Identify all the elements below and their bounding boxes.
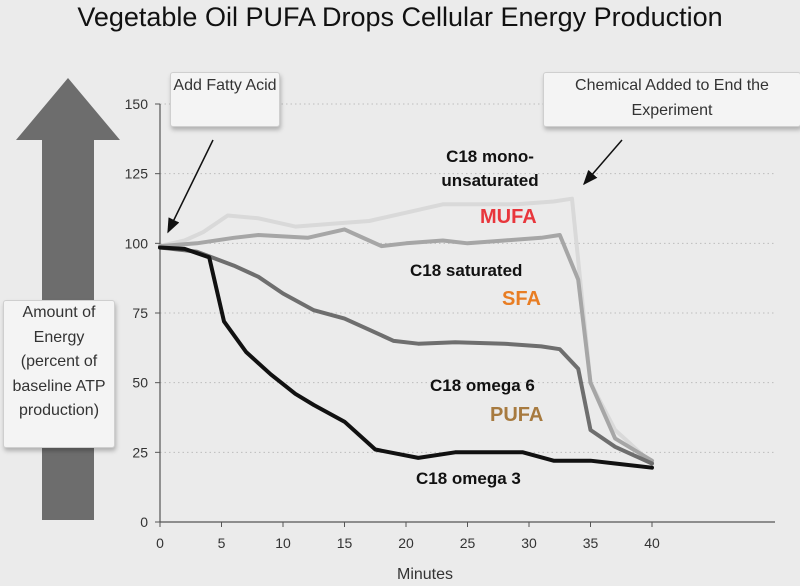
y-tick-label: 150 xyxy=(125,96,149,112)
series-line-pufa xyxy=(158,245,654,466)
callout-add-fatty-acid: Add Fatty Acid xyxy=(170,72,280,127)
callout-end-experiment: Chemical Added to End the Experiment xyxy=(543,72,800,127)
big-up-arrow-icon xyxy=(16,78,120,520)
y-axis-label-box: Amount of Energy (percent of baseline AT… xyxy=(3,300,115,448)
x-tick-label: 0 xyxy=(156,535,164,551)
series-abbr-mufa: MUFA xyxy=(480,206,537,228)
page-title: Vegetable Oil PUFA Drops Cellular Energy… xyxy=(77,2,723,32)
series-label-pufa: C18 omega 6 xyxy=(430,376,535,395)
series-line-sfa xyxy=(158,227,654,463)
series-label-mufa: C18 mono-unsaturated xyxy=(441,147,539,190)
x-tick-label: 25 xyxy=(460,535,476,551)
series-line-mufa xyxy=(158,196,654,466)
annotation-arrow-end xyxy=(583,139,623,186)
y-tick-label: 100 xyxy=(125,235,149,251)
annotation-arrow-fatty xyxy=(167,139,214,234)
series-label-sfa: C18 saturated xyxy=(410,261,523,280)
y-tick-label: 0 xyxy=(140,514,148,530)
series-abbr-sfa: SFA xyxy=(502,288,541,310)
x-tick-label: 10 xyxy=(275,535,291,551)
x-tick-label: 20 xyxy=(398,535,414,551)
x-axis-label: Minutes xyxy=(396,566,454,583)
x-tick-label: 35 xyxy=(583,535,599,551)
series-line-omega3 xyxy=(158,245,654,470)
y-tick-label: 75 xyxy=(132,305,148,321)
y-tick-label: 125 xyxy=(125,166,149,182)
y-tick-label: 25 xyxy=(132,444,148,460)
x-tick-label: 30 xyxy=(521,535,537,551)
x-tick-label: 40 xyxy=(644,535,660,551)
series-label-omega3: C18 omega 3 xyxy=(416,469,521,488)
y-tick-label: 50 xyxy=(132,375,148,391)
x-tick-label: 15 xyxy=(337,535,353,551)
series-abbr-pufa: PUFA xyxy=(490,404,544,426)
x-tick-label: 5 xyxy=(218,535,226,551)
